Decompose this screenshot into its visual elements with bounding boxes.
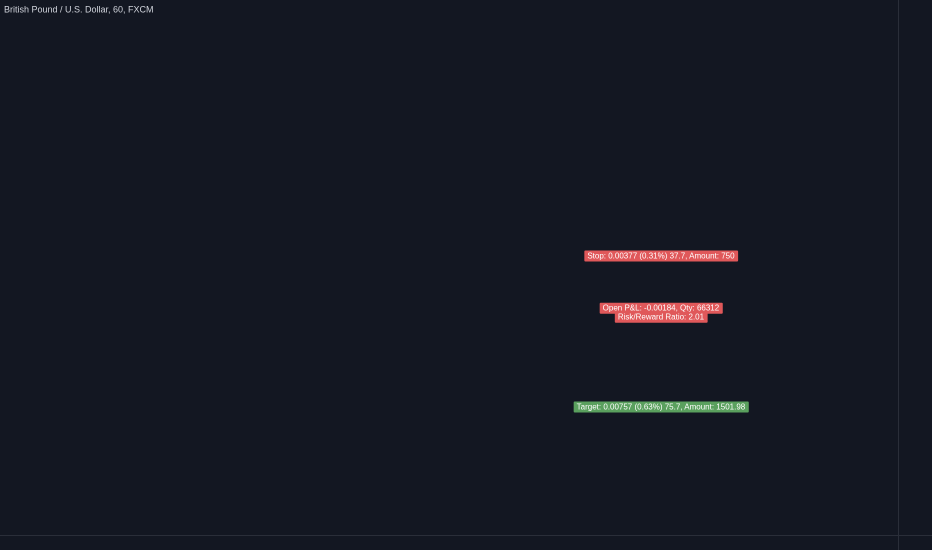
pnl-label-group: Open P&L: -0.00184, Qty: 66312 (599, 302, 723, 314)
position-labels: Stop: 0.00377 (0.31%) 37.7, Amount: 750 O… (573, 250, 749, 413)
rr-label: Risk/Reward Ratio: 2.01 (618, 313, 705, 322)
target-label: Target: 0.00757 (0.63%) 75.7, Amount: 15… (577, 403, 746, 412)
pnl-label-bg (599, 302, 723, 314)
stop-label: Stop: 0.00377 (0.31%) 37.7, Amount: 750 (587, 252, 735, 261)
rr-label-bg (614, 311, 708, 323)
target-label-bg (573, 401, 749, 413)
rr-label-group: Risk/Reward Ratio: 2.01 (614, 311, 708, 323)
target-label-group: Target: 0.00757 (0.63%) 75.7, Amount: 15… (573, 401, 749, 413)
stop-label-group: Stop: 0.00377 (0.31%) 37.7, Amount: 750 (584, 250, 739, 262)
pnl-label: Open P&L: -0.00184, Qty: 66312 (603, 304, 720, 313)
chart-title: British Pound / U.S. Dollar, 60, FXCM (4, 4, 154, 14)
stop-label-bg (584, 250, 739, 262)
